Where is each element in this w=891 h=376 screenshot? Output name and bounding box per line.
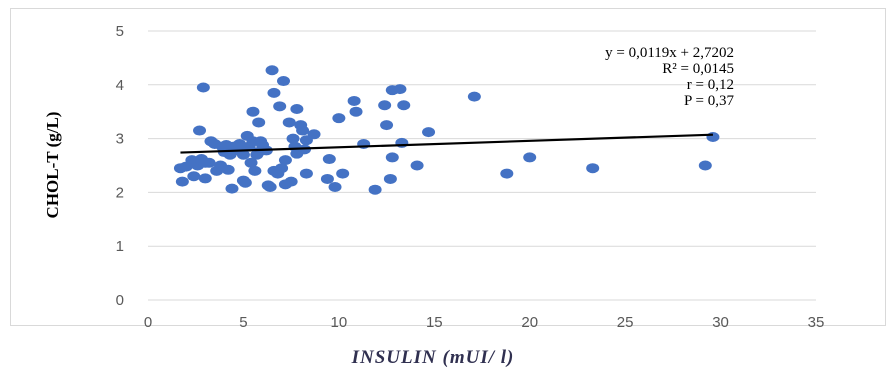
data-point bbox=[267, 87, 281, 98]
y-tick-label: 3 bbox=[116, 131, 124, 148]
chart-frame bbox=[10, 8, 886, 326]
data-point bbox=[273, 101, 287, 112]
trendline bbox=[180, 133, 713, 154]
x-tick-label: 10 bbox=[331, 314, 348, 331]
data-point bbox=[193, 125, 207, 136]
data-point bbox=[282, 117, 296, 128]
data-point bbox=[263, 182, 277, 193]
data-point bbox=[265, 65, 279, 76]
x-tick-label: 30 bbox=[712, 314, 729, 331]
x-tick-label: 25 bbox=[617, 314, 634, 331]
y-tick-label: 4 bbox=[116, 77, 124, 94]
data-point bbox=[393, 84, 407, 95]
x-tick-label: 35 bbox=[808, 314, 825, 331]
y-tick-label: 1 bbox=[116, 238, 124, 255]
data-point bbox=[284, 176, 298, 187]
data-point bbox=[221, 164, 235, 175]
data-points bbox=[173, 65, 720, 195]
data-point bbox=[248, 165, 262, 176]
data-point bbox=[385, 152, 399, 163]
x-axis-ticks: 0 5 10 15 20 25 30 35 bbox=[144, 314, 825, 331]
data-point bbox=[322, 154, 336, 165]
data-point bbox=[236, 149, 250, 160]
data-point bbox=[380, 120, 394, 131]
annotation-line: R² = 0,0145 bbox=[662, 61, 734, 77]
data-point bbox=[299, 168, 313, 179]
y-tick-label: 2 bbox=[116, 184, 124, 201]
y-axis-ticks: 0 1 2 3 4 5 bbox=[116, 23, 124, 309]
data-point bbox=[175, 176, 189, 187]
data-point bbox=[328, 182, 342, 193]
data-point bbox=[422, 127, 436, 138]
data-point bbox=[198, 173, 212, 184]
x-tick-label: 20 bbox=[521, 314, 538, 331]
data-point bbox=[349, 106, 363, 117]
x-axis-title: INSULIN (mUI/ l) bbox=[351, 347, 515, 368]
data-point bbox=[523, 152, 537, 163]
annotation-line: P = 0,37 bbox=[684, 93, 734, 109]
data-point bbox=[296, 125, 310, 136]
annotation-line: y = 0,0119x + 2,7202 bbox=[605, 45, 734, 61]
x-tick-label: 15 bbox=[426, 314, 443, 331]
data-point bbox=[332, 113, 346, 124]
annotation-line: r = 0,12 bbox=[687, 77, 734, 93]
data-point bbox=[336, 168, 350, 179]
data-point bbox=[246, 106, 260, 117]
data-point bbox=[252, 117, 266, 128]
data-point bbox=[196, 82, 210, 93]
data-point bbox=[397, 100, 411, 111]
y-tick-label: 5 bbox=[116, 23, 124, 40]
data-point bbox=[698, 160, 712, 171]
data-point bbox=[202, 157, 216, 168]
data-point bbox=[277, 76, 291, 87]
x-tick-label: 0 bbox=[144, 314, 152, 331]
data-point bbox=[307, 129, 321, 140]
y-tick-label: 0 bbox=[116, 292, 124, 309]
data-point bbox=[395, 137, 409, 148]
data-point bbox=[378, 100, 392, 111]
data-point bbox=[500, 168, 514, 179]
data-point bbox=[275, 163, 289, 174]
data-point bbox=[286, 133, 300, 144]
data-point bbox=[586, 163, 600, 174]
data-point bbox=[244, 157, 258, 168]
data-point bbox=[347, 95, 361, 106]
data-point bbox=[706, 131, 720, 142]
data-point bbox=[187, 171, 201, 182]
data-point bbox=[410, 160, 424, 171]
data-point bbox=[320, 173, 334, 184]
data-point bbox=[278, 155, 292, 166]
data-point bbox=[383, 173, 397, 184]
x-tick-label: 5 bbox=[239, 314, 247, 331]
y-axis-title: CHOL-T (g/L) bbox=[43, 112, 62, 219]
data-point bbox=[225, 183, 239, 194]
data-point bbox=[238, 177, 252, 188]
data-point bbox=[467, 91, 481, 102]
data-point bbox=[290, 104, 304, 115]
data-point bbox=[368, 184, 382, 195]
